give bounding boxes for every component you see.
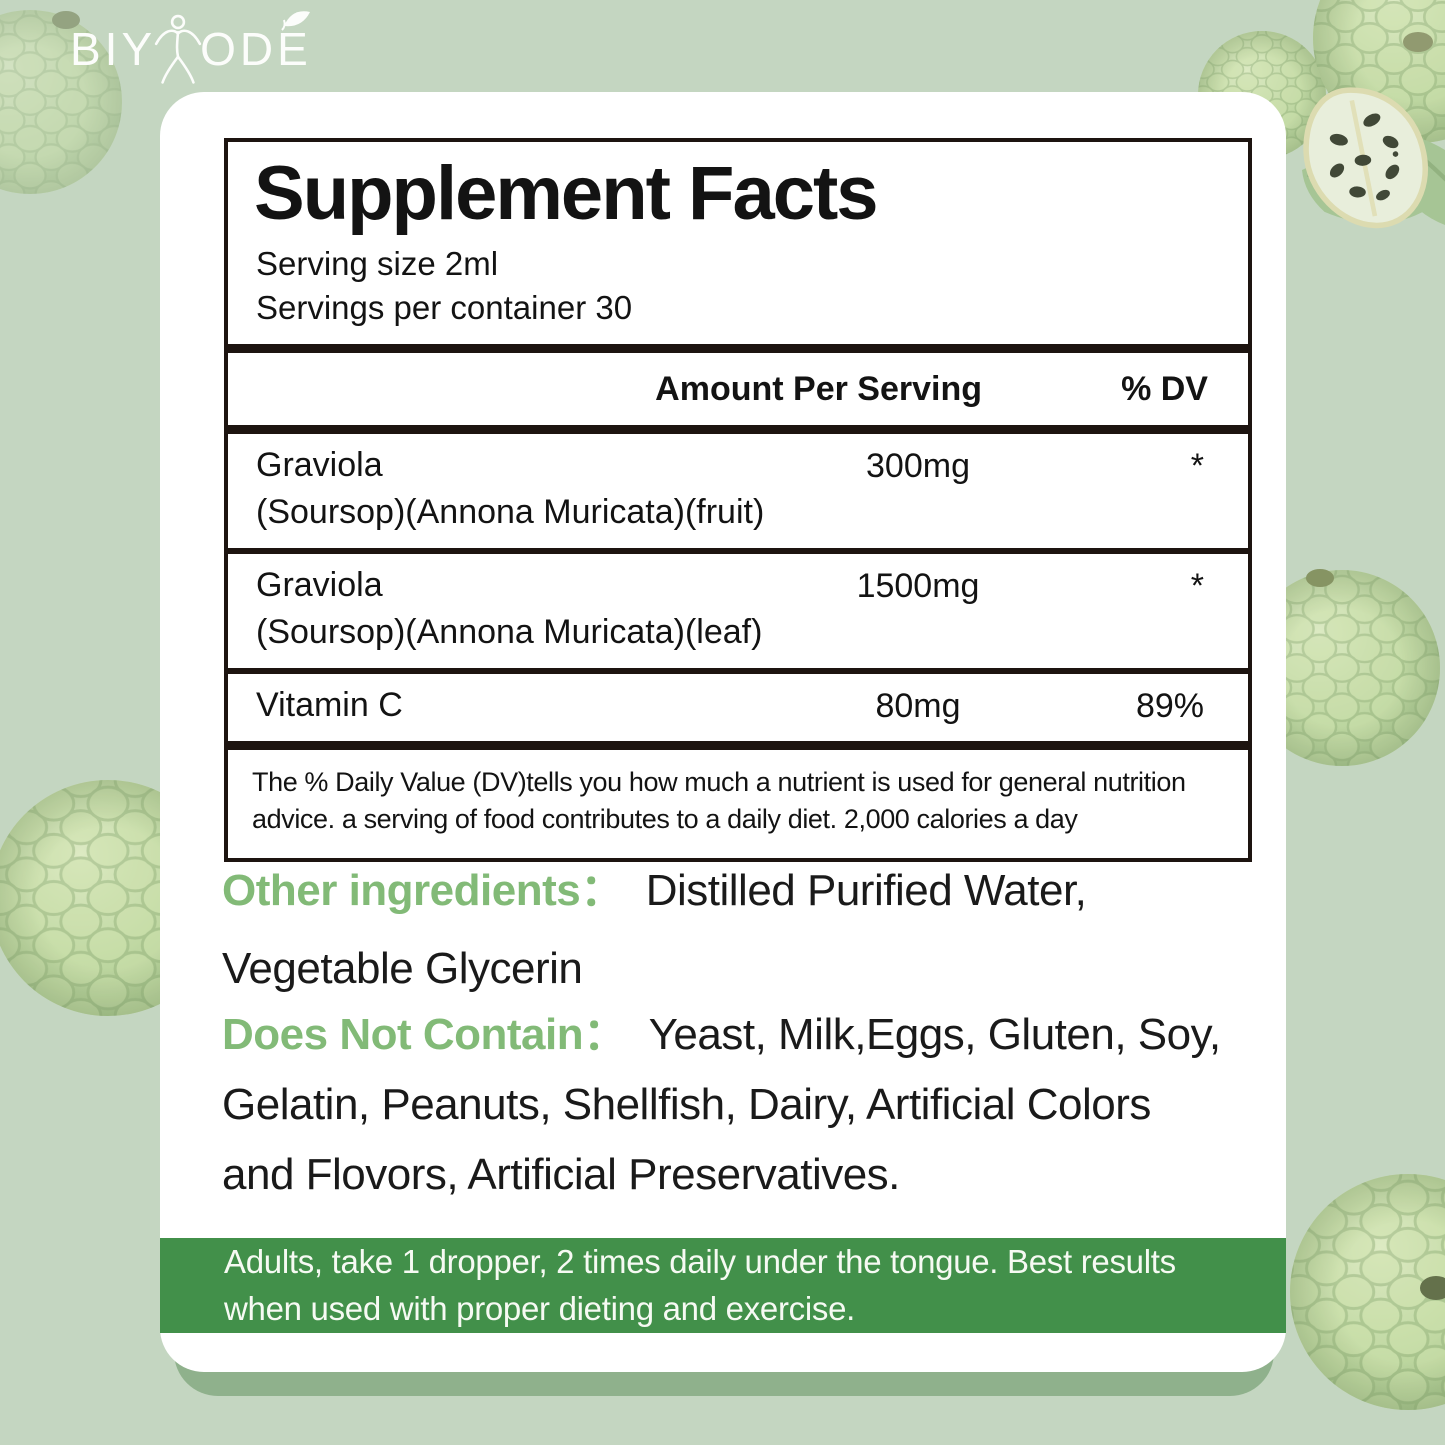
- nutrient-name: Vitamin C: [256, 685, 403, 724]
- soursop-cluster-top-right: [1198, 0, 1445, 261]
- divider: [228, 425, 1248, 435]
- soursop-fruit-right: [1244, 569, 1440, 766]
- brand-figure-icon: [155, 14, 202, 84]
- nutrient-row: Graviola (Soursop)(Annona Muricata)(leaf…: [228, 554, 1248, 668]
- other-ingredients-label: Other ingredients：: [222, 866, 624, 915]
- nutrient-detail: (Soursop)(Annona Muricata)(leaf): [256, 612, 763, 651]
- divider: [228, 548, 1248, 555]
- nutrient-detail: (Soursop)(Annona Muricata)(fruit): [256, 493, 765, 532]
- nutrient-dv: 89%: [1135, 686, 1204, 725]
- supplement-facts-title: Supplement Facts: [254, 151, 879, 236]
- brand-leaf-icon: [281, 11, 310, 31]
- brand-wordmark-left: BIY: [70, 23, 157, 75]
- other-ingredients-value: Distilled Purified Water,: [645, 866, 1087, 915]
- does-not-contain-value: and Flovors, Artificial Preservatives.: [222, 1150, 900, 1199]
- brand-logo: BIY ODE: [70, 11, 312, 84]
- supplement-facts-panel: Supplement Facts Serving size 2ml Servin…: [224, 138, 1252, 863]
- facts-header-row: Amount Per Serving % DV: [228, 353, 1248, 425]
- brand-wordmark-right: ODE: [200, 11, 312, 72]
- soursop-fruit-top-left: [0, 9, 122, 194]
- nutrient-name: Graviola: [256, 446, 383, 485]
- directions-line-2: when used with proper dieting and exerci…: [224, 1290, 855, 1327]
- does-not-contain-value: Gelatin, Peanuts, Shellfish, Dairy, Arti…: [222, 1080, 1151, 1129]
- amount-per-serving-header: Amount Per Serving: [655, 369, 982, 408]
- does-not-contain-text: Does Not Contain： Yeast, Milk,Eggs, Glute…: [222, 1000, 1221, 1210]
- nutrient-dv: *: [1190, 447, 1204, 486]
- servings-per-container: Servings per container 30: [256, 289, 633, 327]
- nutrient-amount: 300mg: [866, 447, 970, 486]
- nutrient-dv: *: [1190, 567, 1204, 606]
- serving-size: Serving size 2ml: [256, 244, 499, 282]
- nutrient-name: Graviola: [256, 566, 383, 605]
- dv-footnote-line: The % Daily Value (DV)tells you how much…: [252, 766, 1186, 797]
- soursop-fruit-bottom-right: [1290, 1174, 1445, 1410]
- nutrient-row: Graviola (Soursop)(Annona Muricata)(frui…: [228, 434, 1248, 548]
- does-not-contain-label: Does Not Contain：: [222, 1010, 627, 1059]
- dv-footnote-line: advice. a serving of food contributes to…: [252, 804, 1078, 835]
- dv-footnote: The % Daily Value (DV)tells you how much…: [228, 750, 1248, 859]
- label-card: Supplement Facts Serving size 2ml Servin…: [160, 92, 1286, 1372]
- dv-header: % DV: [1121, 369, 1208, 408]
- does-not-contain-value: Yeast, Milk,Eggs, Gluten, Soy,: [648, 1010, 1221, 1059]
- divider: [228, 667, 1248, 674]
- directions-banner: Adults, take 1 dropper, 2 times daily un…: [160, 1238, 1286, 1333]
- other-ingredients-text: Other ingredients： Distilled Purified Wat…: [222, 852, 1087, 1008]
- nutrient-row: Vitamin C 80mg 89%: [228, 674, 1248, 741]
- nutrient-amount: 1500mg: [856, 567, 980, 606]
- directions-line-1: Adults, take 1 dropper, 2 times daily un…: [224, 1243, 1176, 1280]
- divider: [228, 740, 1248, 750]
- nutrient-amount: 80mg: [875, 686, 961, 725]
- divider: [228, 344, 1248, 354]
- other-ingredients-value: Vegetable Glycerin: [222, 944, 583, 993]
